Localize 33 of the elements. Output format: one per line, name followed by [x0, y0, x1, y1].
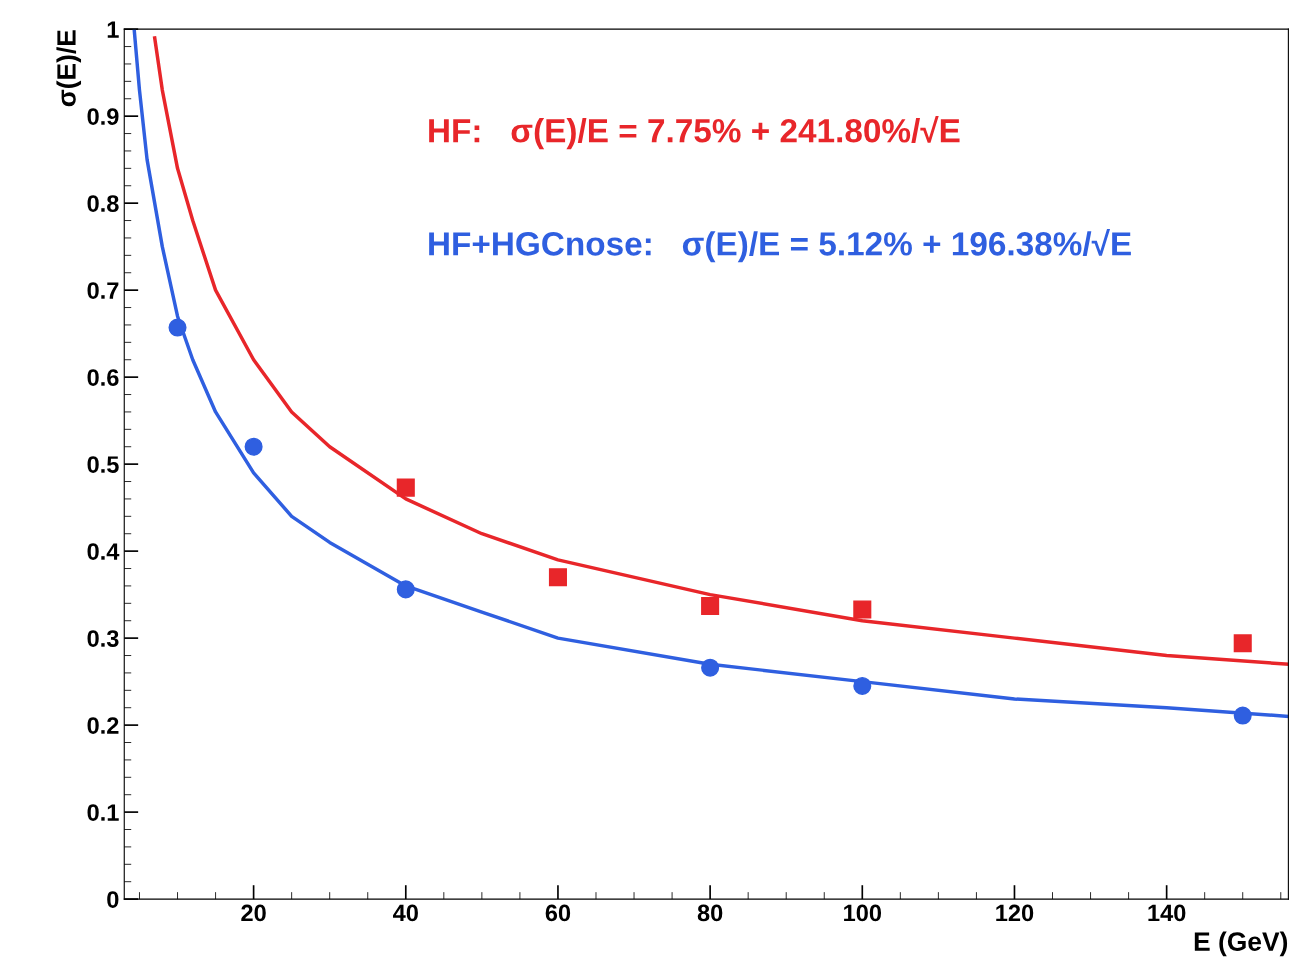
y-tick-label: 0.1 [87, 804, 119, 821]
point [701, 658, 720, 677]
point [396, 478, 415, 497]
annotation: HF+HGCnose: σ(E)/E = 5.12% + 196.38%/√E [429, 228, 1131, 263]
x-tick-label: 80 [697, 904, 723, 922]
point [396, 580, 415, 599]
x-tick-label: 40 [393, 904, 418, 922]
point [168, 318, 187, 337]
point [701, 596, 720, 615]
annotation: HF: σ(E)/E = 7.75% + 241.80%/√E [429, 115, 960, 150]
x-tick-label: 120 [996, 904, 1034, 922]
point [1233, 634, 1252, 653]
point [853, 676, 872, 695]
y-tick-label: 0 [107, 891, 119, 908]
point [548, 568, 567, 587]
y-axis-title: σ(E)/E [56, 30, 82, 107]
y-tick-label: 1 [107, 21, 119, 38]
point [244, 437, 263, 456]
y-tick-label: 0.8 [87, 195, 119, 212]
x-axis-title: E (GeV) [1194, 931, 1288, 957]
x-tick-label: 100 [844, 904, 882, 922]
y-tick-label: 0.3 [87, 630, 119, 647]
y-tick-label: 0.7 [87, 282, 119, 299]
x-tick-label: 140 [1148, 904, 1186, 922]
point [853, 600, 872, 619]
y-tick-label: 0.9 [87, 108, 119, 125]
y-tick-label: 0.5 [87, 456, 119, 473]
y-tick-label: 0.6 [87, 369, 119, 386]
x-tick-label: 60 [545, 904, 571, 922]
y-tick-label: 0.4 [87, 543, 120, 560]
x-tick-label: 20 [241, 904, 266, 922]
point [1233, 706, 1252, 725]
y-tick-label: 0.2 [87, 717, 119, 734]
